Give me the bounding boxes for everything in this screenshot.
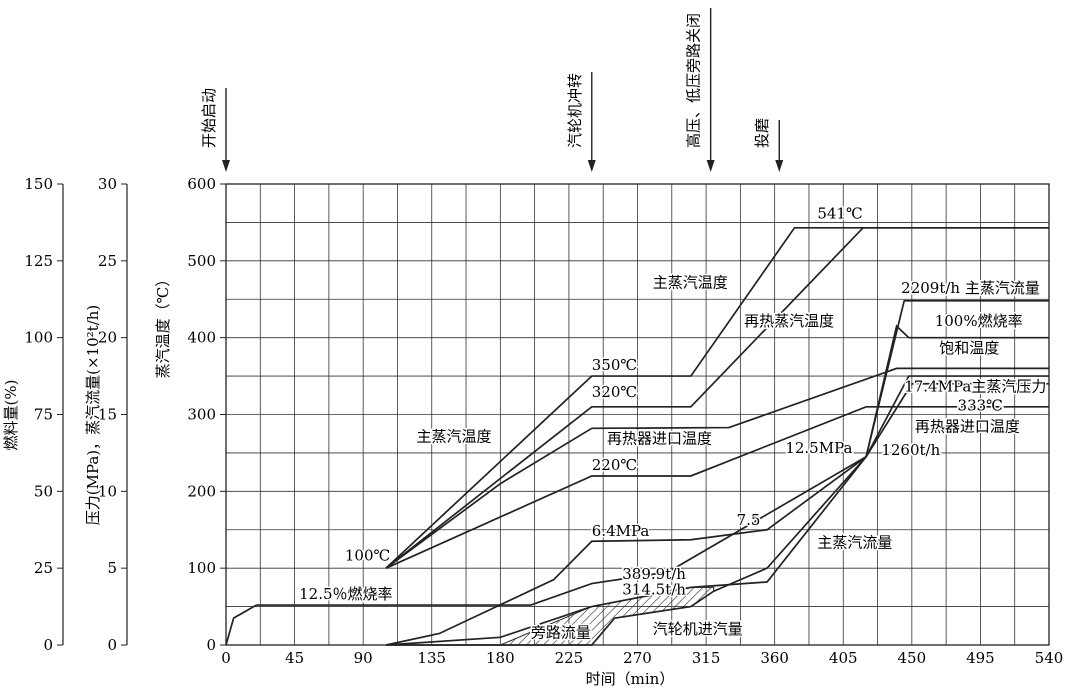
y-tick-label-pressure: 25 [98, 252, 117, 270]
annotation-label: 2209t/h 主蒸汽流量 [901, 279, 1040, 297]
y-tick-label-fuel: 100 [24, 329, 53, 347]
x-tick-label: 180 [486, 649, 515, 667]
events-group: 开始启动 汽轮机冲转 高压、低压旁路关闭投磨 [200, 8, 784, 172]
y-tick-label-temp: 300 [187, 406, 216, 424]
event-arrow-head [775, 160, 784, 172]
y-tick-label-temp: 600 [187, 175, 216, 193]
y-tick-label-pressure: 20 [98, 329, 117, 347]
x-tick-label: 90 [354, 649, 373, 667]
series-line-4 [225, 324, 1049, 646]
event-arrow-head [706, 160, 715, 172]
annotation-label: 389.9t/h [622, 565, 686, 583]
y-tick-label-temp: 0 [206, 636, 216, 654]
event-arrow-head [587, 160, 596, 172]
series-line-1 [385, 226, 1049, 569]
annotation-label: 6.4MPa [592, 522, 650, 540]
y-tick-label-pressure: 15 [98, 406, 117, 424]
grid [225, 183, 1050, 646]
annotation-label: 12.5MPa [785, 439, 852, 457]
annotation-label: 1260t/h [881, 441, 940, 459]
y-axis-title-temp: 蒸汽温度（℃） [154, 272, 172, 379]
x-tick-label: 315 [692, 649, 721, 667]
x-axis-label: 时间（min） [586, 670, 675, 688]
y-tick-label-temp: 200 [187, 482, 216, 500]
y-tick-label-fuel: 75 [34, 406, 53, 424]
x-tick-label: 495 [966, 649, 995, 667]
y-tick-label-fuel: 0 [43, 636, 53, 654]
x-tick-label: 270 [623, 649, 652, 667]
annotation-label: 12.5％燃烧率 [299, 585, 392, 603]
series-line-7 [386, 382, 1049, 646]
event-label: 汽轮机冲转 [566, 73, 584, 148]
event-arrow-head [222, 160, 230, 172]
y-tick-label-fuel: 150 [24, 175, 53, 193]
x-tick-label: 450 [898, 649, 927, 667]
event-label: 投磨 [753, 118, 771, 148]
series-line-3 [385, 405, 1049, 569]
event-label: 高压、低压旁路关闭 [685, 13, 703, 148]
annotation-label: 主蒸汽温度 [417, 427, 492, 445]
annotation-label: 17.4MPa主蒸汽压力 [904, 377, 1046, 395]
annotation-label: 350℃ [592, 356, 637, 374]
y-tick-label-pressure: 0 [107, 636, 117, 654]
x-tick-label: 405 [829, 649, 858, 667]
series-group [225, 226, 1049, 646]
y-tick-label-fuel: 50 [34, 482, 53, 500]
x-tick-label: 225 [555, 649, 584, 667]
series-line-2 [385, 367, 1049, 569]
annotation-label: 333℃ [958, 397, 1003, 415]
x-tick-label: 360 [760, 649, 789, 667]
annotation-label: 饱和温度 [939, 339, 999, 357]
annotation-label: 再热器进口温度 [915, 417, 1020, 435]
y-tick-label-pressure: 5 [107, 559, 117, 577]
annotation-label: 220℃ [592, 456, 637, 474]
annotation-label: 314.5t/h [622, 580, 686, 598]
x-tick-label: 0 [221, 649, 231, 667]
axes-group: 0 45 90 135 180 225 270 315 360 405 450 495 54002550… [2, 175, 1063, 667]
annotation-label: 汽轮机进汽量 [653, 620, 743, 638]
series-line-5 [385, 375, 1049, 646]
annotation-label: 100%燃烧率 [935, 312, 1023, 330]
annotation-label: 320℃ [592, 383, 637, 401]
y-tick-label-temp: 100 [187, 559, 216, 577]
annotation-label: 再热蒸汽温度 [744, 312, 834, 330]
x-tick-label: 135 [417, 649, 446, 667]
x-tick-label: 540 [1035, 649, 1064, 667]
y-axis-title-fuel: 燃料量(%) [2, 380, 20, 451]
y-axis-title-pressure: 压力(MPa)，蒸汽流量(×10²t/h) [84, 305, 102, 526]
annotation-label: 旁路流量 [531, 623, 591, 641]
event-label: 开始启动 [200, 88, 218, 148]
x-tick-label: 45 [285, 649, 304, 667]
annotation-label: 主蒸汽温度 [653, 274, 728, 292]
annotation-label: 再热器进口温度 [607, 430, 712, 448]
annotation-label: 7.5 [737, 511, 761, 529]
y-tick-label-temp: 500 [187, 252, 216, 270]
y-tick-label-fuel: 25 [34, 559, 53, 577]
annotation-label: 541℃ [817, 205, 862, 223]
y-tick-label-pressure: 30 [98, 175, 117, 193]
y-tick-label-pressure: 10 [98, 482, 117, 500]
annotation-label: 主蒸汽流量 [817, 533, 892, 551]
annotation-label: 100℃ [345, 546, 390, 564]
y-tick-label-temp: 400 [187, 329, 216, 347]
y-tick-label-fuel: 125 [24, 252, 53, 270]
